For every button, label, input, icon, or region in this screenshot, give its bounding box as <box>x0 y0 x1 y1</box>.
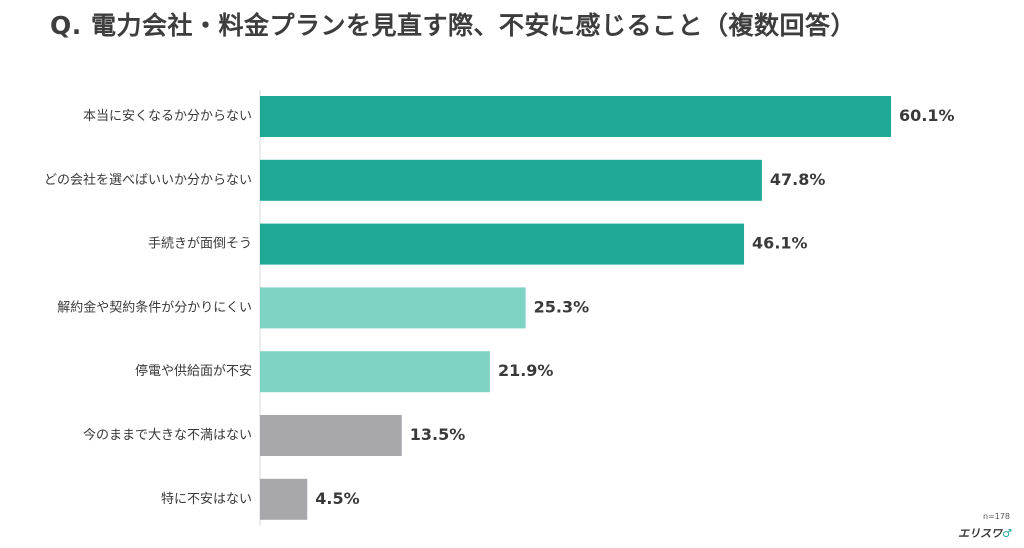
value-label: 13.5% <box>410 425 466 444</box>
bar <box>260 96 892 137</box>
chart-title: Q. 電力会社・料金プランを見直す際、不安に感じること（複数回答） <box>50 11 856 40</box>
category-label: 本当に安くなるか分からない <box>83 109 252 124</box>
category-label: どの会社を選べばいいか分からない <box>44 172 252 188</box>
brand-logo: エリスワ♂ <box>958 525 1012 541</box>
brand-logo-text: エリスワ <box>958 527 1003 540</box>
bar <box>260 287 526 329</box>
value-label: 47.8% <box>770 170 826 189</box>
sample-size-note: n=178 <box>982 512 1010 521</box>
category-label: 手続きが面倒そう <box>148 237 252 252</box>
category-label: 解約金や契約条件が分かりにくい <box>57 299 252 315</box>
bar <box>260 351 490 393</box>
bar <box>260 223 745 265</box>
bar <box>260 415 402 456</box>
category-label: 特に不安はない <box>161 492 252 507</box>
category-label: 今のままで大きな不満はない <box>83 427 252 443</box>
brand-logo-mark: ♂ <box>1002 527 1012 540</box>
value-label: 25.3% <box>534 297 590 316</box>
value-label: 21.9% <box>498 361 554 380</box>
value-label: 46.1% <box>752 234 808 253</box>
value-label: 60.1% <box>899 106 955 125</box>
bar <box>260 478 308 520</box>
bar <box>260 159 762 201</box>
category-label: 停電や供給面が不安 <box>135 363 252 379</box>
value-label: 4.5% <box>315 489 359 508</box>
